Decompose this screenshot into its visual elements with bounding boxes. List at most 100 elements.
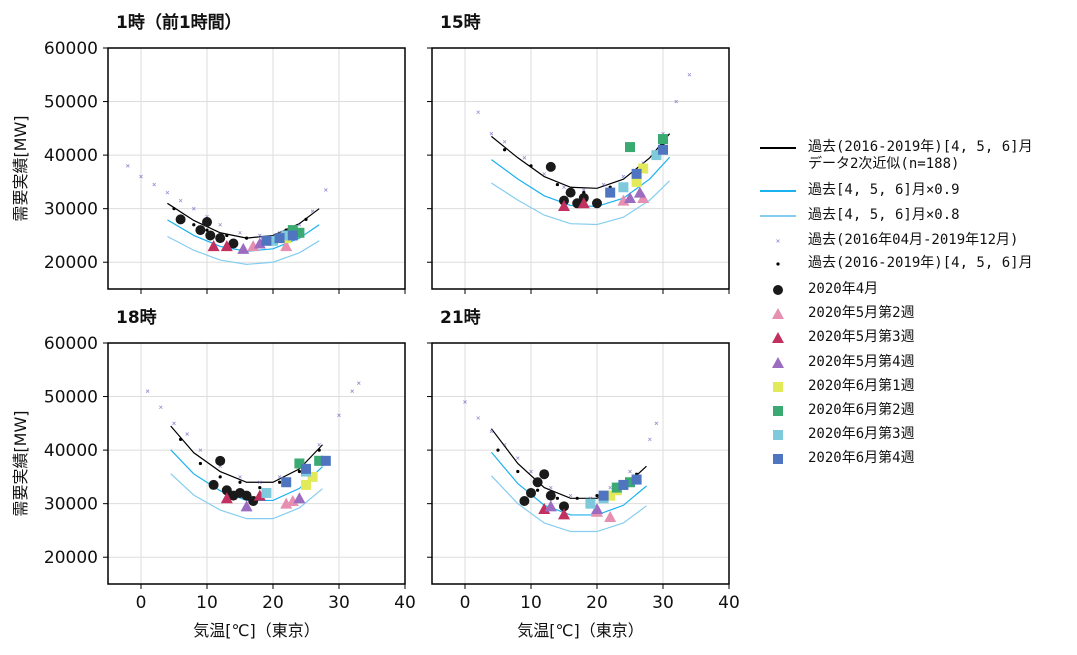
point <box>274 233 285 244</box>
point <box>585 498 596 509</box>
point <box>261 235 272 246</box>
point <box>237 242 250 254</box>
point <box>208 479 219 490</box>
point <box>503 148 507 152</box>
legend-label: 2020年4月 <box>808 281 879 297</box>
point <box>293 492 306 504</box>
point <box>205 228 209 232</box>
point <box>225 233 229 238</box>
point <box>522 156 527 160</box>
legend-label: 2020年6月第4週 <box>808 450 915 466</box>
point <box>287 230 298 241</box>
point <box>126 164 130 168</box>
point <box>568 493 573 498</box>
point <box>577 197 590 209</box>
point <box>604 511 617 523</box>
point <box>297 222 302 227</box>
point <box>582 188 586 192</box>
legend-swatch <box>773 454 783 464</box>
legend-label: 2020年5月第2週 <box>808 305 915 321</box>
point <box>601 182 606 187</box>
point <box>536 488 540 492</box>
point <box>592 198 602 209</box>
point <box>145 389 150 393</box>
x-tick-label: 0 <box>136 593 147 613</box>
point <box>565 187 576 198</box>
x-tick-label: 20 <box>586 593 608 613</box>
point <box>519 495 530 506</box>
point <box>539 469 550 480</box>
point <box>463 400 467 404</box>
point <box>532 477 543 488</box>
point <box>287 225 298 236</box>
point <box>555 496 560 500</box>
point <box>516 469 520 474</box>
y-tick-label: 20000 <box>44 253 98 273</box>
point <box>544 500 557 512</box>
point <box>238 475 242 479</box>
point <box>152 182 156 187</box>
point <box>172 421 176 426</box>
x-tick-label: 30 <box>328 593 350 613</box>
point <box>294 458 305 469</box>
x-tick-label: 0 <box>460 593 471 613</box>
point <box>542 172 546 176</box>
x-axis-label: 気温[℃]（東京） <box>517 621 643 640</box>
point <box>549 485 553 490</box>
point <box>631 474 642 485</box>
point <box>307 471 318 482</box>
point <box>281 230 292 241</box>
point <box>240 500 253 512</box>
point <box>476 110 480 115</box>
point <box>220 492 233 504</box>
point <box>526 487 536 498</box>
x-tick-label: 30 <box>652 593 674 613</box>
fit-curve <box>491 133 671 189</box>
legend-label: 過去[4, 5, 6]月×0.8 <box>808 207 960 223</box>
point <box>278 480 282 484</box>
legend-swatch <box>776 262 780 266</box>
point <box>175 214 186 225</box>
point <box>591 503 603 515</box>
axes-frame <box>431 47 730 290</box>
point <box>633 186 646 198</box>
point <box>628 469 632 474</box>
fit-curve <box>170 425 323 483</box>
point <box>238 480 242 484</box>
point <box>238 230 242 235</box>
fit-curve <box>170 473 323 520</box>
point <box>502 139 507 144</box>
point <box>598 490 609 501</box>
point <box>687 72 692 77</box>
y-tick-label: 50000 <box>44 388 98 408</box>
point <box>258 233 262 238</box>
point <box>139 174 143 179</box>
point <box>207 240 220 252</box>
point <box>245 236 249 240</box>
point <box>559 501 569 512</box>
point <box>674 99 678 104</box>
point <box>350 389 354 393</box>
point <box>608 485 612 490</box>
point <box>202 217 212 228</box>
legend-swatch <box>773 430 783 440</box>
point <box>304 217 308 221</box>
point <box>165 190 170 195</box>
x-tick-label: 10 <box>520 593 542 613</box>
fit-curve <box>490 475 647 533</box>
axes-frame <box>107 342 406 585</box>
point <box>317 448 321 452</box>
y-axis-label: 需要実績[MW] <box>11 115 30 221</box>
legend-label: 2020年6月第3週 <box>808 426 915 442</box>
point <box>215 233 226 244</box>
point <box>529 164 533 168</box>
legend-label: 2020年5月第3週 <box>808 329 915 345</box>
y-tick-label: 40000 <box>44 441 98 461</box>
point <box>280 240 293 252</box>
point <box>605 187 616 198</box>
y-tick-label: 30000 <box>44 495 98 515</box>
legend-swatch <box>772 308 784 319</box>
y-tick-label: 40000 <box>44 146 98 166</box>
